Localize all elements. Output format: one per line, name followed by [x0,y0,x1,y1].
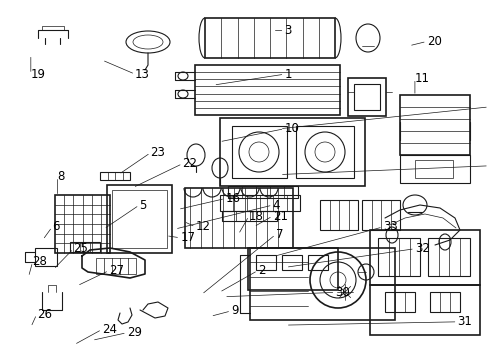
Bar [220,195,299,211]
Text: 16: 16 [225,192,240,205]
Bar [295,126,353,178]
Text: 25: 25 [73,242,88,255]
Text: 21: 21 [272,210,287,222]
Bar [353,84,379,110]
Bar [70,242,100,252]
Bar [347,78,385,116]
Bar [256,255,275,270]
Text: 3: 3 [284,24,291,37]
Bar [384,292,414,312]
Text: 4: 4 [272,199,280,212]
Text: 18: 18 [248,210,264,222]
Bar [414,160,452,178]
Bar [35,248,57,266]
Bar [369,230,479,285]
Bar [220,118,364,186]
Bar [107,185,172,253]
Bar [96,258,136,274]
Bar [100,172,130,180]
Bar [231,126,286,178]
Bar [319,200,357,230]
Text: 23: 23 [150,146,165,159]
Text: 7: 7 [275,228,283,241]
Text: 6: 6 [52,220,60,233]
Bar [282,255,302,270]
Text: 26: 26 [37,308,52,321]
Text: 33: 33 [382,220,397,233]
Text: 8: 8 [58,170,65,183]
Bar [307,255,327,270]
Text: 24: 24 [102,323,117,336]
Text: 28: 28 [33,255,47,268]
Text: 1: 1 [284,68,291,81]
Bar [247,248,337,290]
Text: 19: 19 [31,68,46,81]
Text: 5: 5 [139,199,146,212]
Text: 32: 32 [414,242,429,255]
Bar [429,292,459,312]
Text: 29: 29 [126,326,142,339]
Bar [55,195,110,253]
Text: 12: 12 [195,220,210,233]
Text: 30: 30 [335,286,349,299]
Bar [222,211,276,221]
Text: 22: 22 [182,157,197,170]
Bar [361,200,399,230]
Text: 11: 11 [414,72,429,85]
Text: 20: 20 [426,35,441,48]
Bar [195,65,339,115]
Bar [377,238,419,276]
Bar [399,95,469,155]
Bar [112,190,167,248]
Text: 10: 10 [284,122,299,135]
Text: 27: 27 [109,264,124,277]
Text: 17: 17 [180,231,195,244]
Bar [427,238,469,276]
Bar [399,155,469,183]
Bar [204,18,334,58]
Bar [249,248,394,320]
Text: 13: 13 [135,68,150,81]
Text: 9: 9 [231,305,238,318]
Text: 31: 31 [457,315,471,328]
Bar [184,188,292,248]
Text: 2: 2 [257,264,265,277]
Bar [369,285,479,335]
Bar [227,186,297,198]
